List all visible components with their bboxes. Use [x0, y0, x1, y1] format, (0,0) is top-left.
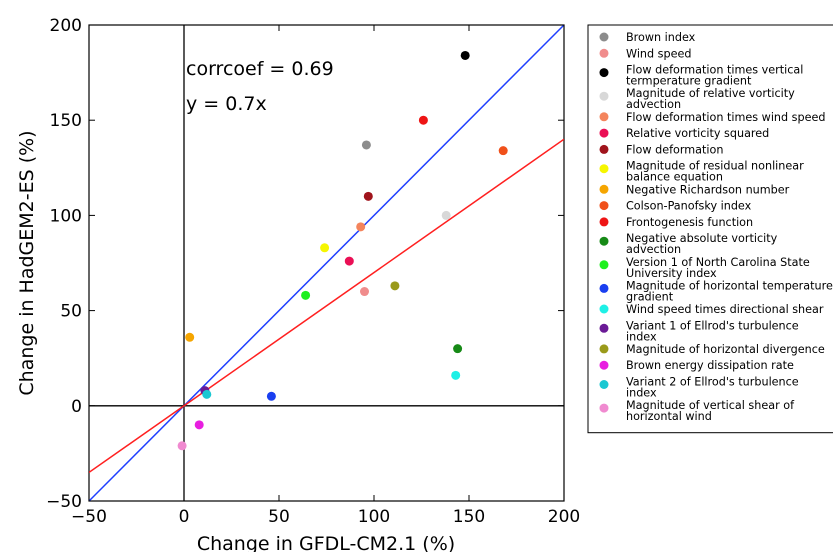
data-point [498, 146, 508, 156]
legend-marker [599, 360, 609, 370]
legend-marker [599, 201, 609, 211]
data-point [301, 290, 311, 300]
data-point [453, 344, 463, 354]
data-point [363, 191, 373, 201]
data-point [202, 389, 212, 399]
legend-marker [599, 304, 609, 314]
legend-label: Magnitude of relative vorticity [626, 87, 795, 100]
legend-label: Brown energy dissipation rate [626, 359, 794, 372]
x-tick-label: 200 [548, 507, 580, 527]
plot-area [88, 24, 565, 502]
legend-label: Variant 2 of Ellrod's turbulence [626, 376, 799, 389]
legend-label: Version 1 of North Carolina State [626, 256, 810, 269]
legend-label: Magnitude of horizontal temperature [626, 279, 833, 292]
legend-marker [599, 68, 609, 78]
legend-label: Flow deformation [626, 143, 723, 156]
legend-marker [599, 144, 609, 154]
legend-label: Negative absolute vorticity [626, 232, 778, 245]
x-axis-label: Change in GFDL-CM2.1 (%) [197, 533, 455, 552]
legend-label: Magnitude of horizontal divergence [626, 343, 825, 356]
data-point [451, 370, 461, 380]
x-tick-label: 50 [268, 507, 290, 527]
data-point [390, 281, 400, 291]
one-to-one-line [89, 25, 564, 501]
corrcoef-annotation: corrcoef = 0.69 [186, 58, 334, 80]
legend-label: advection [626, 243, 681, 256]
reference-lines [89, 25, 564, 501]
data-point [356, 222, 366, 232]
fit-line [89, 138, 564, 474]
legend-marker [599, 236, 609, 246]
fit-equation-annotation: y = 0.7x [186, 93, 267, 115]
y-tick-label: 100 [50, 206, 82, 226]
x-tick-label: 150 [453, 507, 485, 527]
legend-label: advection [626, 98, 681, 111]
legend-marker [599, 380, 609, 389]
legend-marker [599, 91, 609, 101]
legend-label: Wind speed [626, 47, 691, 60]
legend-marker [599, 184, 609, 194]
legend-marker [599, 112, 609, 122]
legend-marker [599, 344, 609, 354]
legend-label: Wind speed times directional shear [626, 303, 824, 316]
data-point [441, 210, 451, 220]
x-tick-label: 0 [179, 507, 190, 527]
legend-label: Flow deformation times vertical [626, 64, 803, 77]
legend: Brown index Wind speed Flow deformation ti… [587, 24, 833, 434]
legend-label: index [626, 330, 657, 343]
legend-marker [599, 323, 609, 333]
y-tick-label: 50 [60, 302, 82, 322]
data-point [177, 441, 187, 451]
legend-label: Magnitude of vertical shear of [626, 399, 795, 412]
y-tick-label: 150 [50, 111, 82, 131]
legend-label: horizontal wind [626, 410, 712, 423]
legend-label: index [626, 387, 657, 400]
axis-ticks: −50−50 0 0 50 50 100 100 150 150 200 200 [46, 16, 580, 527]
y-axis-label: Change in HadGEM2-ES (%) [16, 130, 38, 395]
data-points [177, 50, 508, 451]
legend-marker [599, 217, 609, 227]
legend-label: University index [626, 267, 717, 280]
legend-label: Colson-Panofsky index [626, 200, 752, 213]
legend-label: balance equation [626, 171, 723, 184]
legend-label: Negative Richardson number [626, 183, 790, 196]
legend-label: Flow deformation times wind speed [626, 111, 825, 124]
legend-marker [599, 283, 609, 293]
legend-label: Variant 1 of Ellrod's turbulence [626, 319, 799, 332]
legend-marker [599, 32, 609, 42]
legend-marker [599, 164, 609, 174]
legend-label: Magnitude of residual nonlinear [626, 160, 804, 173]
legend-marker [599, 403, 609, 413]
legend-marker [599, 48, 609, 58]
y-tick-label: −50 [46, 492, 82, 512]
data-point [460, 50, 470, 60]
legend-label: Frontogenesis function [626, 216, 753, 229]
legend-label: Brown index [626, 31, 696, 44]
data-point [344, 256, 354, 266]
data-point [360, 287, 369, 297]
legend-frame [587, 24, 833, 434]
data-point [418, 115, 428, 125]
y-tick-label: 200 [50, 16, 82, 36]
legend-label: gradient [626, 290, 674, 303]
x-tick-label: −50 [71, 507, 107, 527]
legend-label: Relative vorticity squared [626, 127, 769, 140]
legend-label: termperature gradient [626, 75, 752, 88]
legend-marker [599, 128, 609, 138]
y-tick-label: 0 [71, 397, 82, 417]
x-tick-label: 100 [358, 507, 390, 527]
data-point [320, 243, 330, 253]
plot-frame [88, 24, 565, 502]
data-point [361, 140, 371, 150]
data-point [266, 391, 276, 401]
data-point [194, 420, 204, 430]
data-point [185, 332, 195, 342]
legend-marker [599, 260, 609, 270]
